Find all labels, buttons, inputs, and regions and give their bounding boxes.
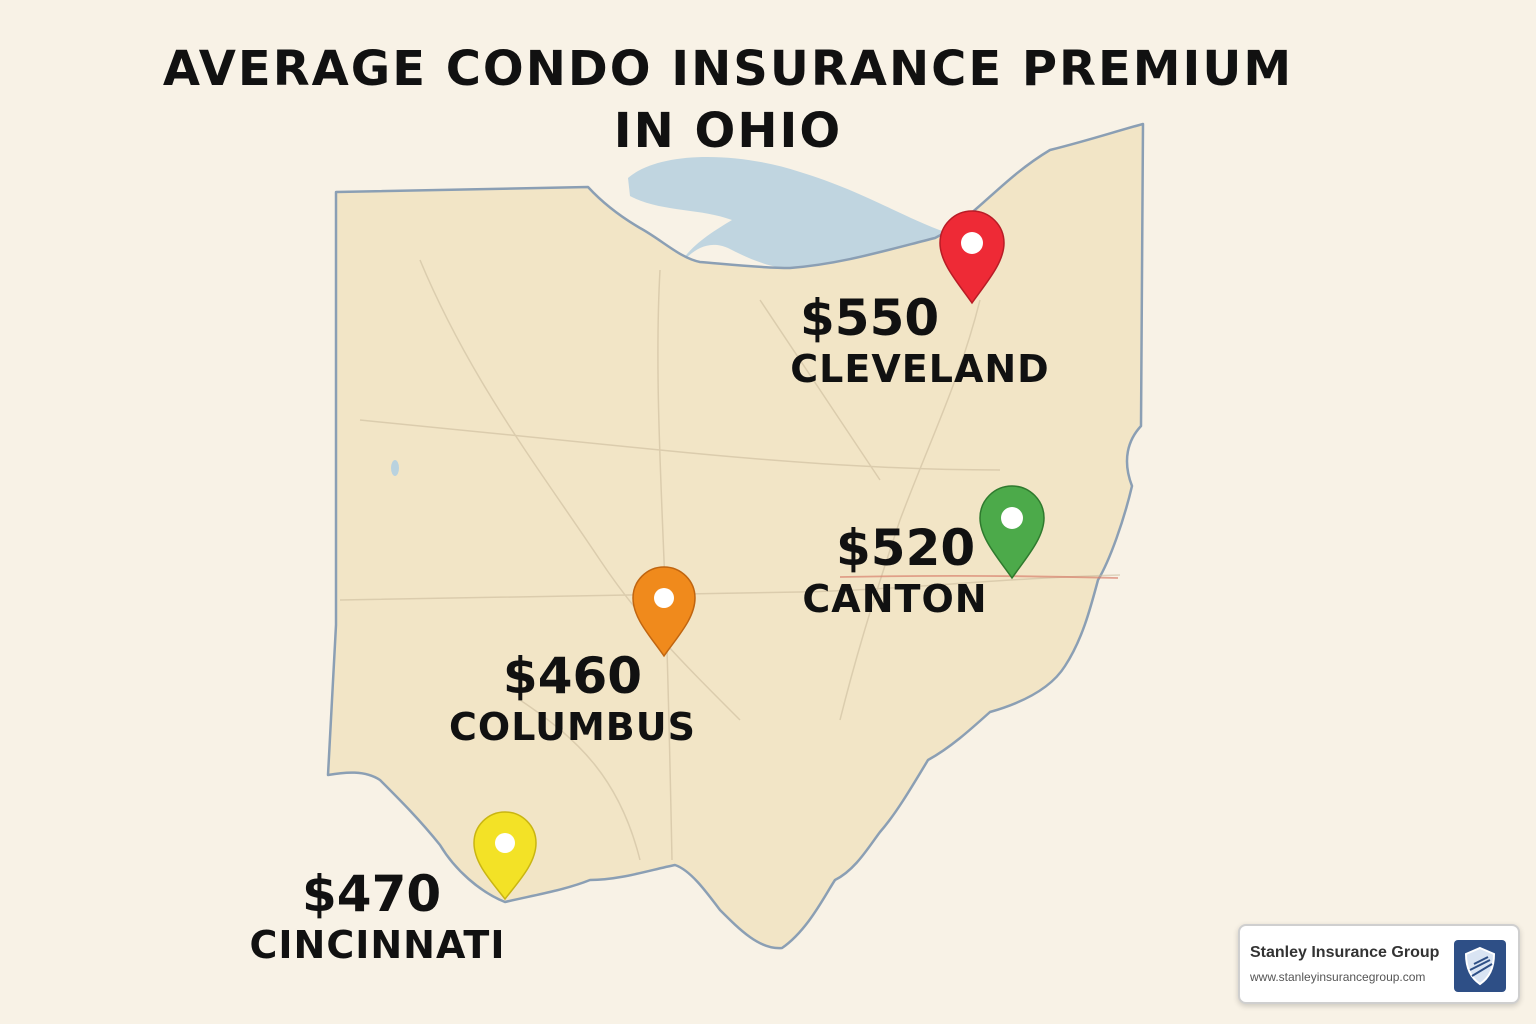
city-name: CLEVELAND [790,347,1050,391]
shield-icon [1464,946,1496,986]
city-label-cincinnati: $470 CINCINNATI [240,866,515,968]
pin-cincinnati [473,811,537,901]
road-lines [339,259,1121,861]
city-name: COLUMBUS [449,705,696,749]
city-label-cleveland: $550 CLEVELAND [780,290,1060,392]
pin-cleveland [939,210,1005,305]
ohio-state-shape [326,122,1145,950]
city-name: CINCINNATI [249,923,506,967]
city-name: CANTON [802,577,988,621]
premium-value: $550 [800,289,940,347]
red-route-line [839,575,1119,579]
city-label-columbus: $460 COLUMBUS [440,648,705,750]
pin-canton [979,485,1045,580]
city-label-canton: $520 CANTON [790,520,1000,622]
brand-url: www.stanleyinsurancegroup.com [1250,970,1426,984]
pin-columbus [632,566,696,658]
map-title: AVERAGE CONDO INSURANCE PREMIUM IN OHIO [162,41,1294,159]
premium-value: $520 [836,519,976,577]
brand-card: Stanley Insurance Group www.stanleyinsur… [1238,924,1520,1004]
small-lake [391,460,399,476]
premium-value: $460 [502,647,643,705]
premium-value: $470 [302,865,442,923]
lake-erie [628,156,945,269]
brand-logo [1454,940,1506,992]
brand-name: Stanley Insurance Group [1250,944,1440,961]
